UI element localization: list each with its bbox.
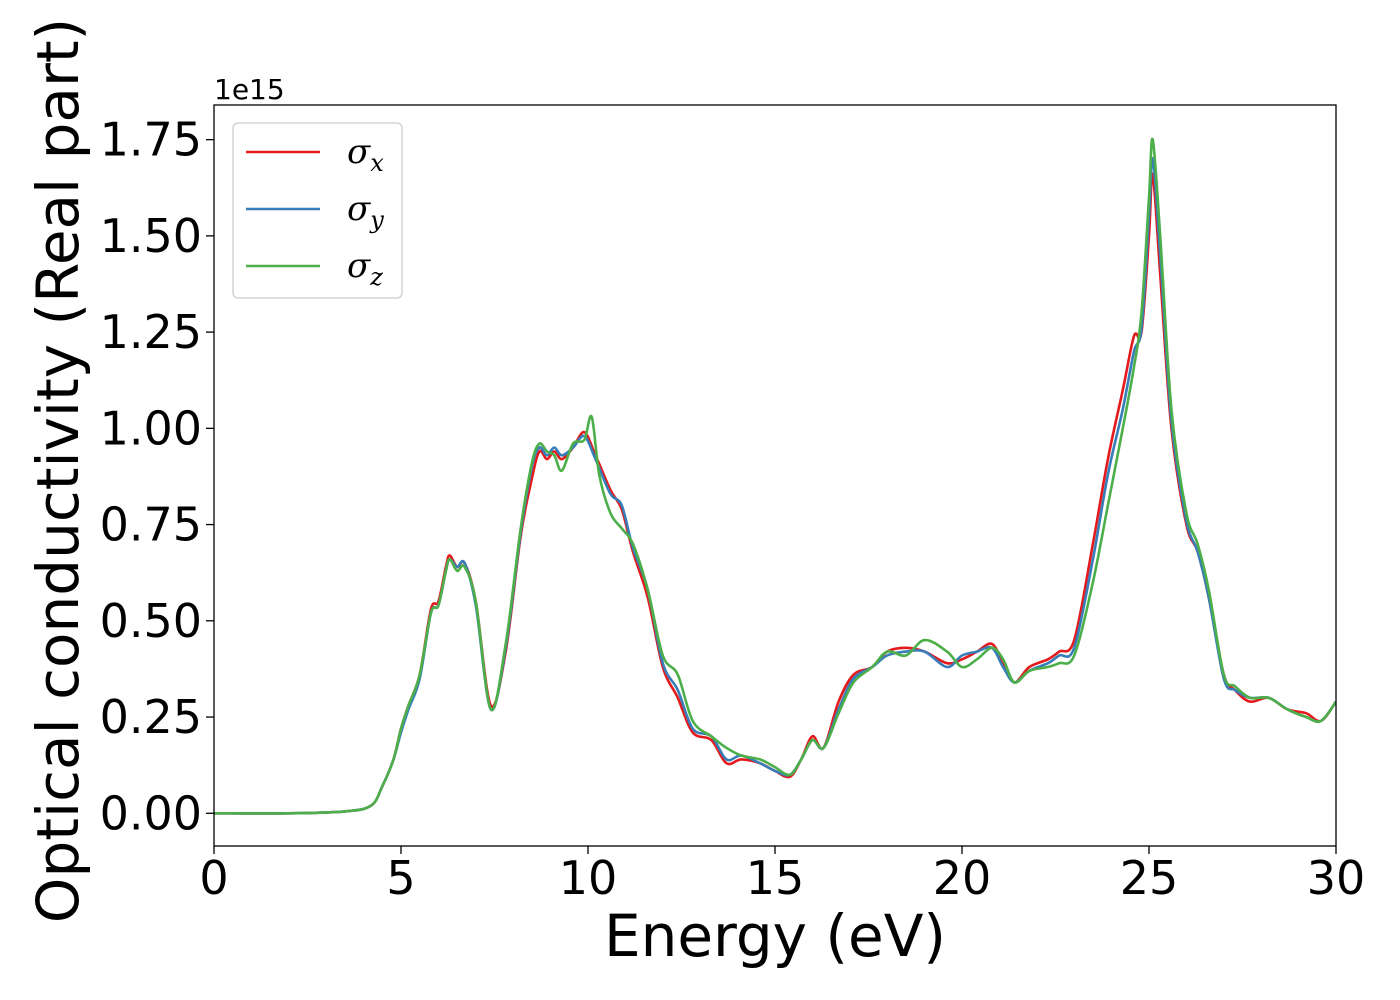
legend: σx σy σz [232, 122, 403, 299]
legend-frame [232, 122, 403, 299]
y-offset-label: 1e15 [214, 73, 285, 106]
x-axis-label: Energy (eV) [604, 902, 946, 970]
x-tick-label: 25 [1120, 851, 1179, 905]
x-tick-label: 5 [386, 851, 415, 905]
x-tick-label: 15 [746, 851, 805, 905]
y-axis: 0.00 0.25 0.50 0.75 1.00 1.25 1.50 1.75 [100, 113, 214, 840]
legend-label-z: σz [347, 246, 383, 291]
x-tick-label: 10 [559, 851, 618, 905]
y-axis-label: Optical conductivity (Real part) [24, 18, 92, 923]
series-layer [214, 137, 1336, 815]
legend-label-y: σy [347, 189, 384, 234]
y-tick-label: 1.50 [100, 209, 202, 263]
x-axis: 0 5 10 15 20 25 30 [199, 846, 1365, 905]
y-tick-label: 0.50 [100, 594, 202, 648]
y-tick-label: 0.75 [100, 498, 202, 552]
y-tick-label: 1.75 [100, 113, 202, 167]
legend-label-x: σx [347, 132, 384, 177]
x-tick-label: 30 [1307, 851, 1366, 905]
y-tick-label: 0.00 [100, 786, 202, 840]
x-tick-label: 20 [933, 851, 992, 905]
x-tick-label: 0 [199, 851, 228, 905]
y-tick-label: 1.00 [100, 401, 202, 455]
series-line-z [214, 137, 1336, 815]
y-tick-label: 1.25 [100, 305, 202, 359]
y-tick-label: 0.25 [100, 690, 202, 744]
